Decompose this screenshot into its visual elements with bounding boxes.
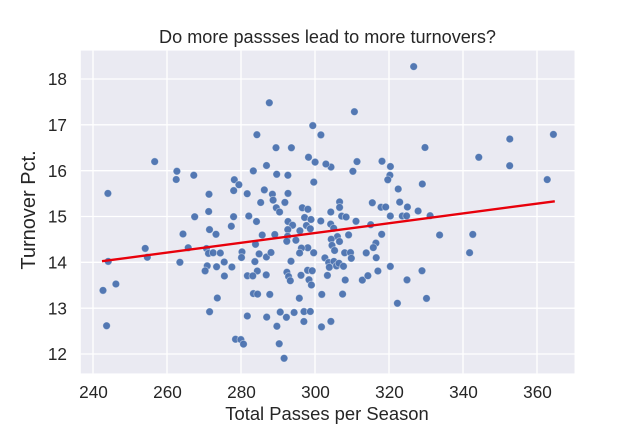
svg-text:18: 18 bbox=[48, 69, 67, 89]
svg-text:13: 13 bbox=[48, 298, 67, 318]
svg-text:14: 14 bbox=[48, 252, 68, 272]
svg-text:300: 300 bbox=[301, 382, 330, 402]
svg-text:15: 15 bbox=[48, 207, 67, 227]
svg-text:17: 17 bbox=[48, 115, 67, 135]
svg-text:340: 340 bbox=[449, 382, 478, 402]
svg-text:320: 320 bbox=[375, 382, 404, 402]
svg-text:260: 260 bbox=[153, 382, 182, 402]
svg-text:360: 360 bbox=[523, 382, 552, 402]
svg-text:280: 280 bbox=[227, 382, 256, 402]
svg-text:Total Passes per Season: Total Passes per Season bbox=[225, 403, 428, 424]
svg-text:240: 240 bbox=[79, 382, 108, 402]
svg-text:12: 12 bbox=[48, 344, 67, 364]
svg-text:Turnover Pct.: Turnover Pct. bbox=[18, 150, 40, 269]
svg-text:16: 16 bbox=[48, 161, 67, 181]
svg-text:Do more passses lead to more t: Do more passses lead to more turnovers? bbox=[159, 27, 496, 47]
